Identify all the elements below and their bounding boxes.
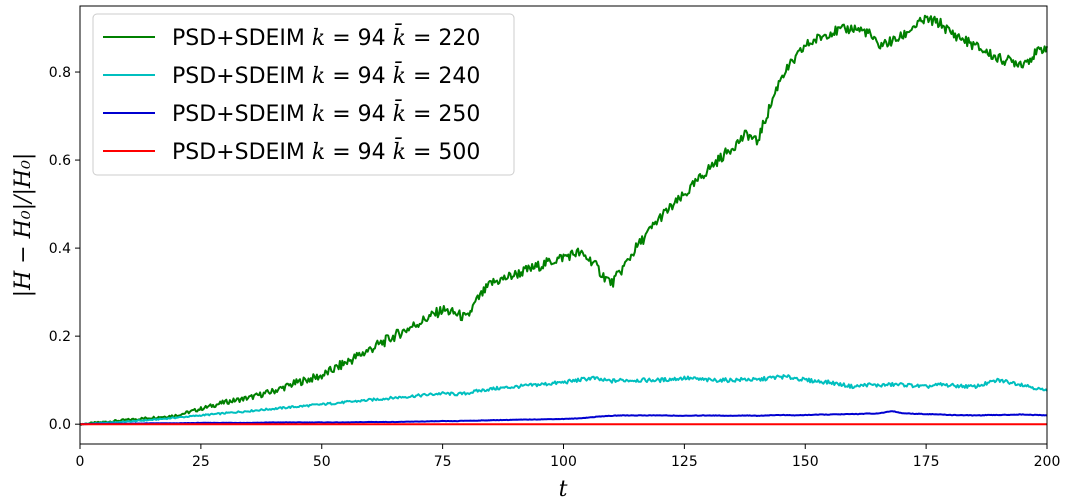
y-tick-label: 0.4 [49,241,71,257]
x-tick-label: 25 [192,454,210,470]
x-tick-label: 0 [76,454,85,470]
series-line-2 [79,374,1048,426]
legend-entry-2: PSD+SDEIM k = 94 k̄ = 240 [172,61,480,89]
y-tick-label: 0.0 [49,417,71,433]
legend-entry-3: PSD+SDEIM k = 94 k̄ = 250 [172,99,480,127]
y-tick-label: 0.2 [49,329,71,345]
x-tick-label: 200 [1034,454,1061,470]
y-axis-label: |H − H₀|/|H₀| [11,153,36,298]
series-layer [79,14,1048,426]
x-tick-label: 150 [792,454,819,470]
x-tick-label: 125 [671,454,698,470]
x-tick-label: 75 [434,454,452,470]
legend-entry-1: PSD+SDEIM k = 94 k̄ = 220 [172,23,480,51]
x-axis: 0 25 50 75 100 125 150 175 200 [76,444,1061,470]
legend: PSD+SDEIM k = 94 k̄ = 220 PSD+SDEIM k = 9… [92,13,515,176]
x-tick-label: 175 [913,454,940,470]
x-tick-label: 100 [550,454,577,470]
legend-box [92,13,515,176]
x-tick-label: 50 [313,454,331,470]
x-axis-label: t [559,477,568,502]
y-tick-label: 0.6 [49,153,71,169]
series-line-1 [79,14,1048,426]
series-line-3 [79,410,1048,426]
y-axis: 0.0 0.2 0.4 0.6 0.8 [49,65,80,433]
y-tick-label: 0.8 [49,65,71,81]
legend-entry-4: PSD+SDEIM k = 94 k̄ = 500 [172,137,480,165]
